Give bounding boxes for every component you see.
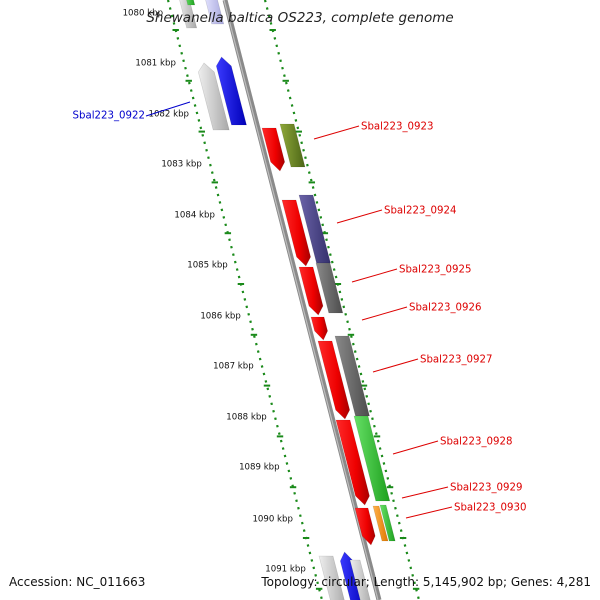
- scale-label: 1080 kbp: [123, 9, 164, 19]
- gene-label[interactable]: Sbal223_0930: [454, 503, 526, 514]
- scale-label: 1091 kbp: [265, 565, 306, 575]
- scale-labels: 1080 kbp 1081 kbp 1082 kbp 1083 kbp 1084 kbp…: [123, 9, 306, 575]
- gene-feature[interactable]: [335, 419, 370, 506]
- gene-label[interactable]: Sbal223_0926: [409, 303, 481, 314]
- left-dotted-guide: [166, 0, 324, 600]
- gene-label[interactable]: Sbal223_0925: [399, 265, 471, 276]
- genome-summary-label: Topology: circular; Length: 5,145,902 bp…: [261, 575, 591, 589]
- gene-feature[interactable]: [318, 555, 347, 600]
- backbone-highlight: [223, 0, 379, 600]
- scale-label: 1086 kbp: [200, 312, 241, 322]
- gene-label-leader: [361, 306, 408, 321]
- gene-label[interactable]: Sbal223_0923: [361, 122, 433, 133]
- accession-label: Accession: NC_011663: [9, 575, 146, 589]
- gene-feature[interactable]: [204, 0, 225, 25]
- scale-label: 1089 kbp: [239, 463, 280, 473]
- gene-label-leader: [313, 125, 360, 140]
- gene-label-leader: [392, 440, 439, 455]
- gene-labels: Sbal223_0922 Sbal223_0923 Sbal223_0924 Sbal…: [73, 101, 526, 519]
- genome-backbone: [222, 0, 382, 600]
- scale-label: 1087 kbp: [213, 362, 254, 372]
- gene-feature[interactable]: [197, 62, 230, 131]
- gene-feature[interactable]: [317, 340, 351, 420]
- map-title: Shewanella baltica OS223, complete genom…: [146, 10, 454, 26]
- gene-feature[interactable]: [379, 504, 396, 542]
- gene-label-leader: [336, 209, 383, 224]
- gene-feature[interactable]: [315, 262, 344, 314]
- gene-label-leader: [145, 101, 191, 117]
- gene-feature[interactable]: [281, 199, 311, 267]
- gene-label[interactable]: Sbal223_0927: [420, 355, 492, 366]
- gene-features: [178, 0, 396, 600]
- scale-label: 1084 kbp: [174, 211, 215, 221]
- gene-label-leader: [372, 358, 419, 373]
- gene-feature[interactable]: [298, 194, 331, 264]
- scale-label: 1081 kbp: [135, 59, 176, 69]
- gene-feature[interactable]: [354, 507, 376, 546]
- scale-label: 1090 kbp: [252, 515, 293, 525]
- gene-feature[interactable]: [215, 56, 247, 126]
- gene-feature[interactable]: [310, 316, 328, 341]
- gene-label-leader: [405, 506, 453, 519]
- right-dotted-guide: [263, 0, 421, 600]
- gene-feature[interactable]: [178, 0, 198, 29]
- gene-feature[interactable]: [279, 123, 306, 168]
- gene-feature[interactable]: [349, 559, 373, 600]
- gene-feature[interactable]: [261, 127, 286, 172]
- gene-feature[interactable]: [353, 415, 391, 502]
- gene-label-leader: [351, 268, 398, 283]
- gene-label-leader: [401, 486, 449, 499]
- gene-feature[interactable]: [298, 266, 324, 316]
- gene-feature[interactable]: [372, 505, 389, 542]
- gene-label[interactable]: Sbal223_0929: [450, 483, 522, 494]
- scale-label: 1082 kbp: [149, 110, 190, 120]
- gene-label[interactable]: Sbal223_0928: [440, 437, 512, 448]
- scale-label: 1083 kbp: [161, 160, 202, 170]
- gene-feature[interactable]: [334, 335, 370, 417]
- gene-feature[interactable]: [185, 0, 196, 6]
- gene-label[interactable]: Sbal223_0924: [384, 206, 456, 217]
- scale-label: 1088 kbp: [226, 413, 267, 423]
- gene-label[interactable]: Sbal223_0922: [73, 111, 145, 122]
- scale-label: 1085 kbp: [187, 261, 228, 271]
